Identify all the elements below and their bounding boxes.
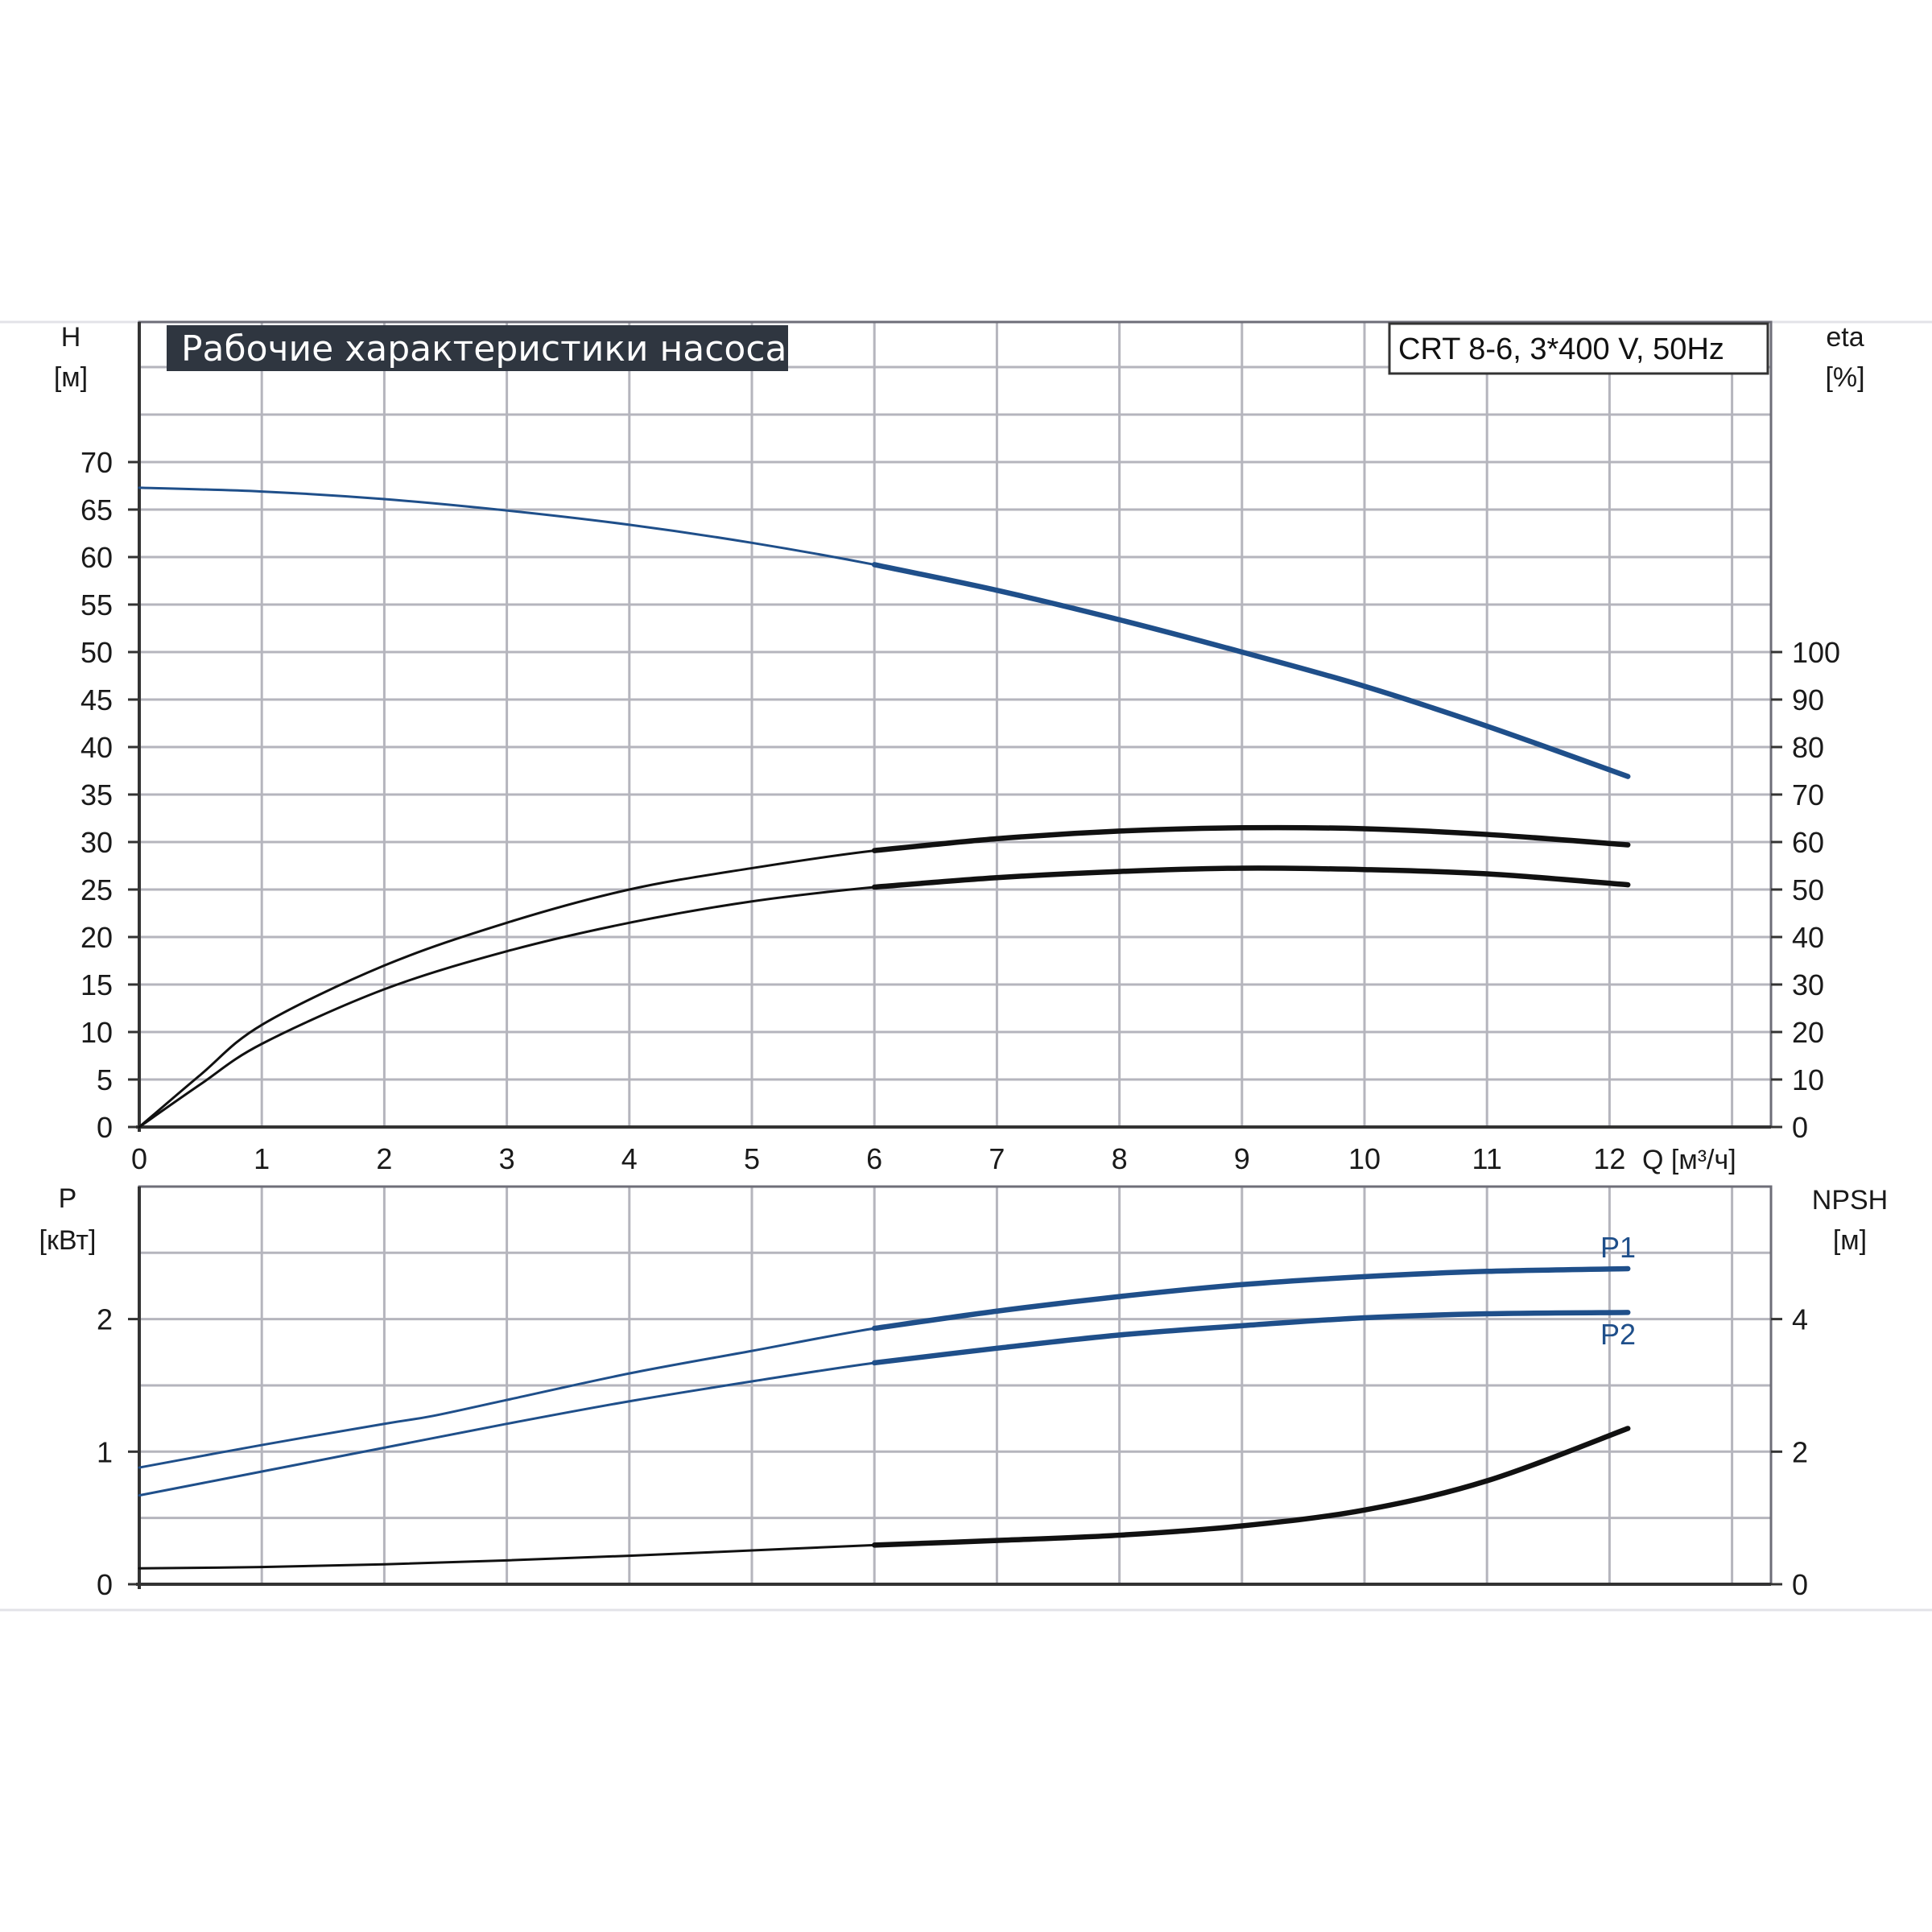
h-tick-label: 50 bbox=[80, 636, 113, 669]
h-tick-label: 60 bbox=[80, 541, 113, 574]
bottom-curve-0-operating bbox=[871, 1265, 1631, 1331]
x-tick-label: 5 bbox=[744, 1142, 760, 1175]
npsh-axis-title: NPSH bbox=[1812, 1185, 1888, 1216]
eta-tick-label: 90 bbox=[1792, 683, 1824, 716]
h-tick-label: 20 bbox=[80, 921, 113, 954]
h-tick-label: 15 bbox=[80, 968, 113, 1001]
x-tick-label: 7 bbox=[989, 1142, 1005, 1175]
x-tick-label: 9 bbox=[1234, 1142, 1250, 1175]
tick-labels: 0 1 2 3 4 5 6 7 8 9 10 11 12051015202530354045505560… bbox=[80, 446, 1840, 1601]
h-tick-label: 25 bbox=[80, 873, 113, 906]
eta-axis-title: eta bbox=[1826, 322, 1864, 353]
model-label: CRT 8-6, 3*400 V, 50Hz bbox=[1398, 332, 1724, 366]
top-curve-2 bbox=[138, 866, 1629, 1129]
h-tick-label: 55 bbox=[80, 588, 113, 621]
eta-tick-label: 80 bbox=[1792, 731, 1824, 764]
eta-tick-label: 10 bbox=[1792, 1063, 1824, 1096]
top-panel-grid bbox=[136, 320, 1773, 1132]
top-curve-2-operating bbox=[871, 865, 1631, 890]
h-tick-label: 65 bbox=[80, 493, 113, 526]
eta-axis-unit: [%] bbox=[1825, 362, 1864, 393]
eta-tick-label: 0 bbox=[1792, 1111, 1808, 1144]
x-tick-label: 11 bbox=[1472, 1142, 1502, 1175]
eta-tick-label: 60 bbox=[1792, 826, 1824, 859]
eta-tick-label: 30 bbox=[1792, 968, 1824, 1001]
x-axis-title: Q [м³/ч] bbox=[1642, 1145, 1736, 1175]
npsh-tick-label: 2 bbox=[1792, 1435, 1808, 1468]
eta-tick-label: 40 bbox=[1792, 921, 1824, 954]
top-curve-0-operating bbox=[871, 562, 1631, 779]
p-axis-unit: [кВт] bbox=[39, 1225, 97, 1256]
x-tick-label: 3 bbox=[499, 1142, 515, 1175]
x-tick-label: 8 bbox=[1112, 1142, 1128, 1175]
x-tick-label: 10 bbox=[1348, 1142, 1381, 1175]
npsh-axis-unit: [м] bbox=[1833, 1225, 1867, 1256]
eta-tick-label: 100 bbox=[1792, 636, 1840, 669]
eta-tick-label: 50 bbox=[1792, 873, 1824, 906]
p-tick-label: 1 bbox=[97, 1435, 113, 1468]
p1-label: P1 bbox=[1600, 1231, 1636, 1264]
h-tick-label: 30 bbox=[80, 826, 113, 859]
h-tick-label: 10 bbox=[80, 1016, 113, 1049]
h-tick-label: 35 bbox=[80, 778, 113, 811]
bottom-curve-1 bbox=[138, 1311, 1629, 1497]
bottom-curve-1-operating bbox=[871, 1310, 1631, 1366]
x-tick-label: 1 bbox=[254, 1142, 270, 1175]
title-box bbox=[167, 325, 788, 371]
h-axis-unit: [м] bbox=[54, 362, 88, 393]
chart-title: Рабочие характеристики насоса bbox=[181, 328, 786, 369]
eta-tick-label: 20 bbox=[1792, 1016, 1824, 1049]
bottom-panel-grid bbox=[136, 1185, 1773, 1589]
p2-label: P2 bbox=[1600, 1318, 1636, 1351]
x-tick-label: 4 bbox=[621, 1142, 638, 1175]
x-tick-label: 2 bbox=[376, 1142, 392, 1175]
h-tick-label: 45 bbox=[80, 683, 113, 716]
h-tick-label: 0 bbox=[97, 1111, 113, 1144]
x-tick-label: 0 bbox=[131, 1142, 147, 1175]
top-curve-1-operating bbox=[871, 824, 1631, 853]
p-axis-title: P bbox=[59, 1183, 77, 1214]
top-curve-0 bbox=[138, 486, 1629, 778]
h-tick-label: 40 bbox=[80, 731, 113, 764]
eta-tick-label: 70 bbox=[1792, 778, 1824, 811]
npsh-tick-label: 0 bbox=[1792, 1568, 1808, 1601]
model-box bbox=[1388, 322, 1769, 375]
h-axis-title: H bbox=[61, 322, 81, 353]
bottom-curve-0 bbox=[138, 1267, 1629, 1469]
h-tick-label: 5 bbox=[97, 1063, 113, 1096]
x-tick-label: 6 bbox=[866, 1142, 882, 1175]
npsh-tick-label: 4 bbox=[1792, 1303, 1808, 1336]
curves bbox=[138, 486, 1631, 1570]
x-tick-label: 12 bbox=[1593, 1142, 1625, 1175]
h-tick-label: 70 bbox=[80, 446, 113, 479]
p-tick-label: 2 bbox=[97, 1303, 113, 1336]
p-tick-label: 0 bbox=[97, 1568, 113, 1601]
bottom-curve-2-operating bbox=[871, 1426, 1631, 1548]
